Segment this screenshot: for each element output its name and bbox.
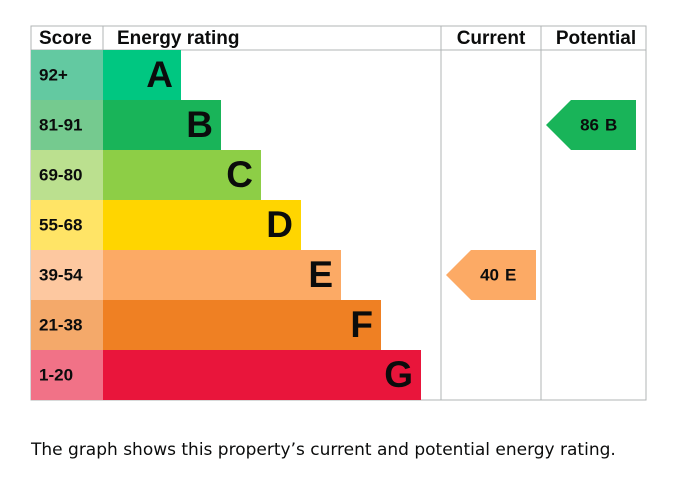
score-cell: [31, 100, 103, 150]
score-label: 39-54: [39, 265, 83, 284]
score-label: 1-20: [39, 365, 73, 384]
score-label: 55-68: [39, 215, 82, 234]
header-score: Score: [39, 28, 92, 49]
score-label: 21-38: [39, 315, 82, 334]
header-potential: Potential: [556, 28, 636, 49]
band-letter: F: [350, 304, 373, 345]
score-cell: [31, 300, 103, 350]
rating-bar: [103, 350, 421, 400]
header-current: Current: [457, 28, 526, 49]
rating-bar: [103, 150, 261, 200]
rating-bar: [103, 100, 221, 150]
potential-band: B: [605, 115, 617, 134]
rating-bar: [103, 300, 381, 350]
band-letter: G: [384, 354, 413, 395]
current-arrow: [446, 250, 536, 300]
current-score: 40: [480, 265, 499, 284]
score-cell: [31, 350, 103, 400]
band-letter: A: [146, 54, 173, 95]
rating-bar: [103, 250, 341, 300]
band-letter: D: [266, 204, 293, 245]
potential-arrow: [546, 100, 636, 150]
band-letter: E: [308, 254, 333, 295]
score-label: 69-80: [39, 165, 82, 184]
score-cell: [31, 250, 103, 300]
caption: The graph shows this property’s current …: [30, 440, 616, 460]
score-cell: [31, 150, 103, 200]
rating-bar: [103, 200, 301, 250]
rating-bar: [103, 50, 181, 100]
score-cell: [31, 200, 103, 250]
band-letter: C: [226, 154, 253, 195]
score-cell: [31, 50, 103, 100]
score-label: 92+: [39, 65, 68, 84]
potential-score: 86: [580, 115, 599, 134]
current-band: E: [505, 265, 516, 284]
score-label: 81-91: [39, 115, 82, 134]
header-rating: Energy rating: [117, 28, 239, 49]
band-letter: B: [186, 104, 213, 145]
